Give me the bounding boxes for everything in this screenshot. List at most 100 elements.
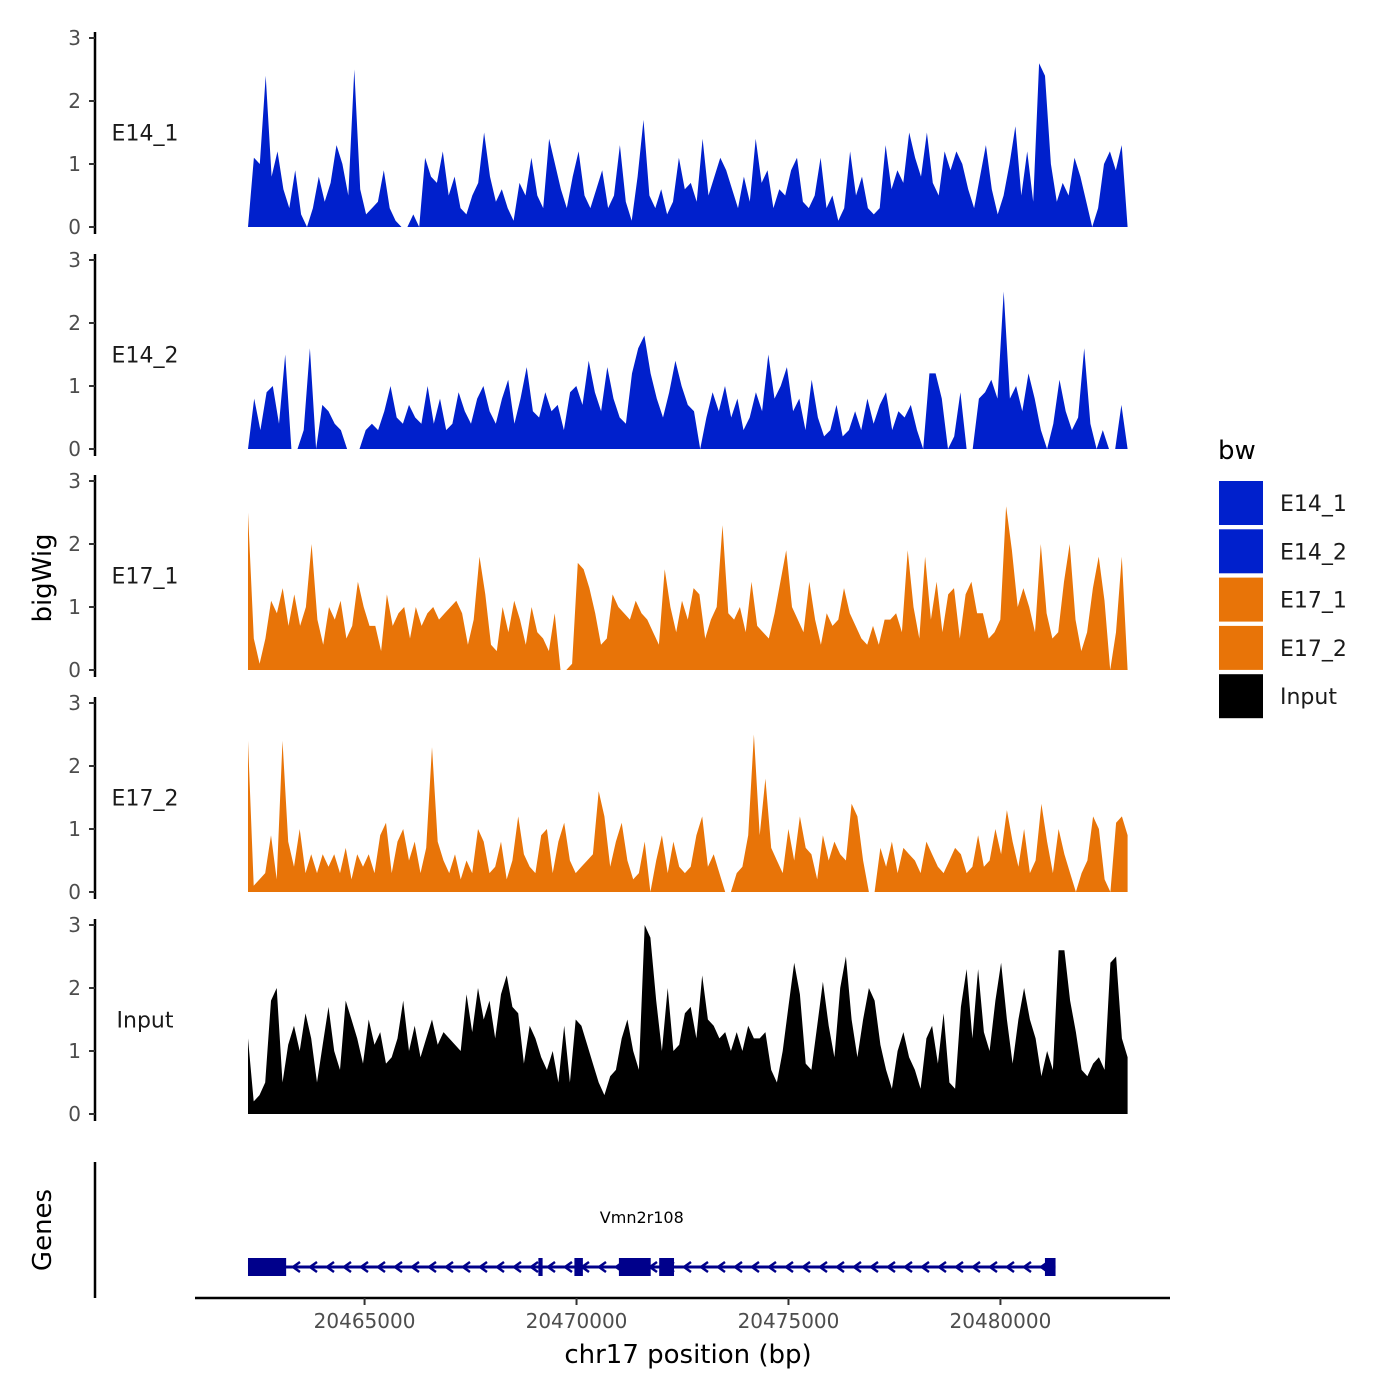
- y-tick-label-input-2: 2: [68, 976, 81, 1000]
- y-tick-label-e14-2-0: 0: [68, 437, 81, 461]
- gene-exon: [247, 1258, 287, 1276]
- track-label-e14-2: E14_2: [112, 344, 179, 369]
- strand-arrow: [307, 1260, 318, 1274]
- strand-arrow: [358, 1260, 369, 1274]
- y-tick-label-e14-1-3: 3: [68, 26, 81, 50]
- legend-entry-e17-1: E17_1: [1217, 575, 1347, 624]
- gene-vmn2r108: Vmn2r108: [247, 1208, 1056, 1276]
- gene-exon: [618, 1258, 651, 1276]
- track-e17-2: 0 1 2 3 E17_2: [68, 691, 1128, 904]
- legend-swatch-e17-1: [1217, 575, 1265, 624]
- track-area-e17-1: [248, 506, 1128, 670]
- strand-arrow: [562, 1260, 573, 1274]
- legend-label-e17-2: E17_2: [1280, 637, 1347, 662]
- genes-axis-title: Genes: [28, 1189, 58, 1271]
- strand-arrow: [902, 1260, 913, 1274]
- strand-arrow: [936, 1260, 947, 1274]
- legend: bw E14_1 E14_2 E17_1 E17_2 Input: [1217, 436, 1347, 721]
- strand-arrow: [511, 1260, 522, 1274]
- strand-arrow: [1004, 1260, 1015, 1274]
- y-tick-label-input-0: 0: [68, 1102, 81, 1126]
- track-e14-1: 0 1 2 3 E14_1: [68, 26, 1128, 239]
- y-tick-label-input-1: 1: [68, 1039, 81, 1063]
- strand-arrow: [681, 1260, 692, 1274]
- y-tick-label-e17-1-3: 3: [68, 469, 81, 493]
- legend-label-e14-2: E14_2: [1280, 540, 1347, 565]
- strand-arrow: [698, 1260, 709, 1274]
- legend-entry-e14-2: E14_2: [1217, 527, 1347, 576]
- x-tick-label-20465000: 20465000: [314, 1309, 416, 1333]
- y-tick-label-e17-1-0: 0: [68, 658, 81, 682]
- legend-label-e17-1: E17_1: [1280, 589, 1347, 614]
- y-tick-label-e17-1-1: 1: [68, 595, 81, 619]
- x-axis: 20465000 20470000 20475000 20480000: [195, 1296, 1170, 1333]
- legend-swatch-e17-2: [1217, 623, 1265, 672]
- x-tick-label-20470000: 20470000: [526, 1309, 628, 1333]
- y-tick-label-e17-2-0: 0: [68, 880, 81, 904]
- y-tick-label-input-3: 3: [68, 913, 81, 937]
- strand-arrow: [545, 1260, 556, 1274]
- strand-arrow: [324, 1260, 335, 1274]
- x-ticks: 20465000 20470000 20475000 20480000: [314, 1298, 1052, 1333]
- y-tick-label-e14-2-1: 1: [68, 374, 81, 398]
- x-axis-title: chr17 position (bp): [564, 1340, 811, 1370]
- strand-arrow: [800, 1260, 811, 1274]
- legend-entry-e14-1: E14_1: [1217, 479, 1347, 527]
- strand-arrow: [885, 1260, 896, 1274]
- strand-arrow: [596, 1260, 607, 1274]
- legend-label-input: Input: [1280, 685, 1337, 710]
- track-area-input: [248, 925, 1128, 1114]
- legend-entries: E14_1 E14_2 E17_1 E17_2 Input: [1217, 479, 1347, 721]
- strand-arrow: [783, 1260, 794, 1274]
- track-e14-2: 0 1 2 3 E14_2: [68, 248, 1128, 461]
- track-panels: 0 1 2 3 E14_1 0 1 2 3 E14_2 0 1 2 3 E17_1 0 1 2 3 E17_2 0 1 2 3…: [68, 26, 1128, 1126]
- track-area-e17-2: [248, 734, 1128, 892]
- strand-arrow: [494, 1260, 505, 1274]
- strand-arrow: [477, 1260, 488, 1274]
- track-e17-1: 0 1 2 3 E17_1: [68, 469, 1128, 682]
- strand-arrow: [1021, 1260, 1032, 1274]
- gene-exon: [659, 1258, 675, 1276]
- y-tick-label-e17-1-2: 2: [68, 532, 81, 556]
- strand-arrow: [375, 1260, 386, 1274]
- strand-arrow: [953, 1260, 964, 1274]
- strand-arrow: [817, 1260, 828, 1274]
- gene-exon: [1044, 1258, 1056, 1276]
- strand-arrow: [732, 1260, 743, 1274]
- legend-swatch-e14-1: [1217, 479, 1265, 527]
- x-tick-label-20475000: 20475000: [738, 1309, 840, 1333]
- x-tick-label-20480000: 20480000: [950, 1309, 1052, 1333]
- track-label-e17-1: E17_1: [112, 565, 179, 590]
- gene-exon: [538, 1258, 543, 1276]
- legend-swatch-input: [1217, 672, 1265, 721]
- y-tick-label-e14-1-0: 0: [68, 215, 81, 239]
- legend-entry-input: Input: [1217, 672, 1337, 721]
- gene-models: Vmn2r108: [247, 1208, 1056, 1276]
- strand-arrow: [834, 1260, 845, 1274]
- track-label-e17-2: E17_2: [112, 787, 179, 812]
- gene-exon: [574, 1258, 583, 1276]
- track-area-e14-1: [248, 63, 1128, 228]
- gene-label-vmn2r108: Vmn2r108: [600, 1208, 684, 1227]
- strand-arrow: [715, 1260, 726, 1274]
- legend-entry-e17-2: E17_2: [1217, 623, 1347, 672]
- strand-arrow: [970, 1260, 981, 1274]
- legend-swatch-e14-2: [1217, 527, 1265, 576]
- y-tick-label-e14-2-2: 2: [68, 311, 81, 335]
- strand-arrow: [409, 1260, 420, 1274]
- y-tick-label-e14-2-3: 3: [68, 248, 81, 272]
- legend-title: bw: [1218, 436, 1256, 466]
- track-area-e14-2: [248, 291, 1128, 449]
- track-label-e14-1: E14_1: [112, 122, 179, 147]
- y-axis-title: bigWig: [28, 533, 58, 622]
- track-input: 0 1 2 3 Input: [68, 913, 1128, 1126]
- y-tick-label-e14-1-2: 2: [68, 89, 81, 113]
- strand-arrow: [851, 1260, 862, 1274]
- strand-arrow: [919, 1260, 930, 1274]
- strand-arrow: [868, 1260, 879, 1274]
- y-tick-label-e17-2-2: 2: [68, 754, 81, 778]
- strand-arrow: [290, 1260, 301, 1274]
- legend-label-e14-1: E14_1: [1280, 492, 1347, 517]
- strand-arrow: [392, 1260, 403, 1274]
